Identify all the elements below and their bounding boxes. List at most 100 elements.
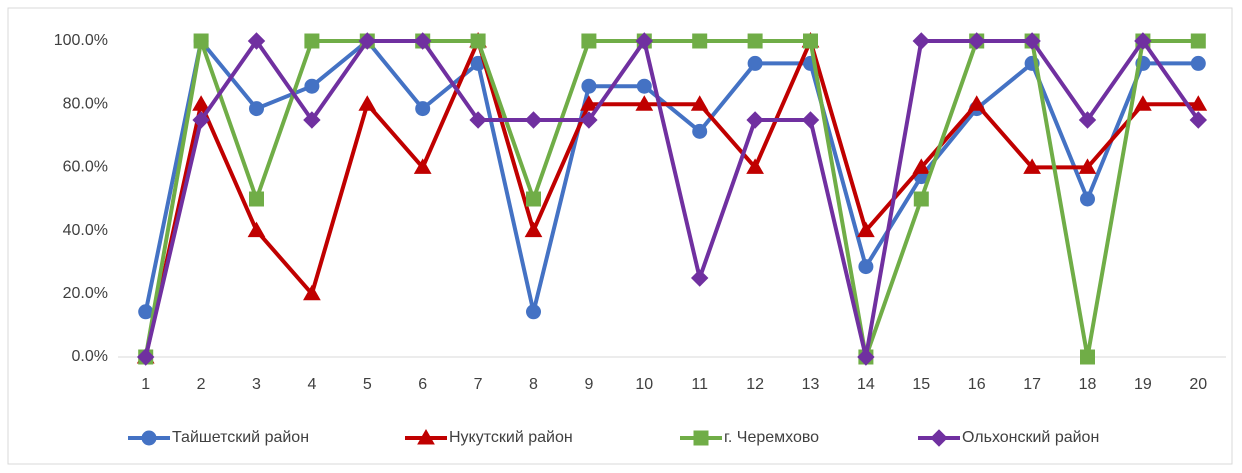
series-line (143, 39, 1200, 359)
marker (413, 32, 432, 50)
marker (469, 111, 487, 129)
marker (858, 259, 874, 275)
legend-label: Тайшетский район (172, 429, 309, 446)
x-tick-label: 17 (1023, 376, 1041, 393)
marker (1080, 349, 1095, 365)
marker (1080, 191, 1095, 207)
marker (857, 221, 875, 238)
marker (1190, 33, 1206, 49)
legend-marker (141, 430, 157, 446)
marker (247, 221, 266, 238)
marker (1189, 111, 1208, 129)
marker (912, 158, 931, 174)
y-tick-label: 80.0% (63, 95, 108, 112)
marker (801, 111, 820, 129)
chart-frame (7, 7, 1233, 465)
marker (692, 123, 708, 139)
marker (747, 55, 763, 71)
marker (746, 111, 764, 129)
marker (304, 33, 320, 49)
marker (138, 304, 154, 320)
x-tick-label: 4 (307, 376, 316, 393)
marker (358, 95, 377, 111)
y-tick-label: 20.0% (63, 285, 108, 302)
marker (358, 32, 377, 50)
marker (415, 101, 431, 117)
series-line (143, 39, 1199, 314)
legend-marker (930, 429, 948, 447)
marker (1023, 158, 1041, 174)
marker (249, 101, 264, 117)
legend-marker (417, 428, 435, 445)
legend-label: Ольхонский район (962, 429, 1099, 446)
marker (136, 348, 155, 366)
x-tick-label: 12 (746, 376, 764, 393)
x-tick-label: 6 (418, 376, 427, 393)
marker (526, 191, 541, 207)
x-tick-label: 16 (968, 376, 986, 393)
marker (1134, 32, 1152, 50)
marker (304, 78, 320, 94)
y-tick-label: 40.0% (63, 222, 108, 239)
marker (413, 158, 432, 174)
marker (470, 33, 486, 49)
marker (526, 304, 541, 320)
x-tick-label: 18 (1079, 376, 1097, 393)
marker (635, 32, 654, 50)
y-tick-label: 60.0% (63, 159, 108, 176)
legend-label: Нукутский район (449, 429, 573, 446)
x-tick-label: 13 (802, 376, 820, 393)
marker (967, 95, 986, 111)
x-tick-label: 8 (529, 376, 538, 393)
x-tick-label: 1 (141, 376, 150, 393)
marker (1023, 32, 1041, 50)
marker (913, 191, 929, 207)
marker (1189, 95, 1208, 111)
x-tick-label: 2 (197, 376, 206, 393)
x-tick-label: 19 (1134, 376, 1152, 393)
marker (746, 158, 764, 174)
x-tick-label: 15 (912, 376, 930, 393)
y-tick-label: 0.0% (72, 348, 108, 365)
marker (247, 32, 266, 50)
marker (303, 284, 321, 301)
x-tick-label: 5 (363, 376, 372, 393)
legend-marker (693, 430, 709, 446)
marker (1078, 111, 1097, 129)
marker (690, 269, 709, 287)
marker (581, 78, 597, 94)
marker (192, 95, 210, 111)
marker (249, 191, 264, 207)
x-tick-label: 3 (252, 376, 261, 393)
x-tick-label: 10 (635, 376, 653, 393)
x-tick-label: 20 (1189, 376, 1207, 393)
marker (857, 348, 875, 366)
series-line (143, 39, 1199, 358)
marker (580, 111, 598, 129)
marker (635, 95, 654, 111)
marker (192, 111, 210, 129)
marker (967, 32, 986, 50)
marker (524, 221, 543, 238)
marker (1190, 55, 1206, 71)
marker (636, 78, 652, 94)
marker (803, 33, 818, 49)
marker (303, 111, 321, 129)
marker (524, 111, 543, 129)
y-tick-label: 100.0% (54, 32, 108, 49)
x-tick-label: 14 (857, 376, 875, 393)
marker (580, 95, 598, 111)
legend-label: г. Черемхово (724, 429, 819, 446)
x-tick-label: 9 (584, 376, 593, 393)
marker (912, 32, 931, 50)
marker (581, 33, 597, 49)
marker (747, 33, 763, 49)
marker (692, 33, 708, 49)
x-tick-label: 7 (474, 376, 483, 393)
marker (193, 33, 209, 49)
x-tick-label: 11 (691, 376, 708, 393)
marker (1078, 158, 1097, 174)
marker (690, 95, 709, 111)
marker (1134, 95, 1152, 111)
